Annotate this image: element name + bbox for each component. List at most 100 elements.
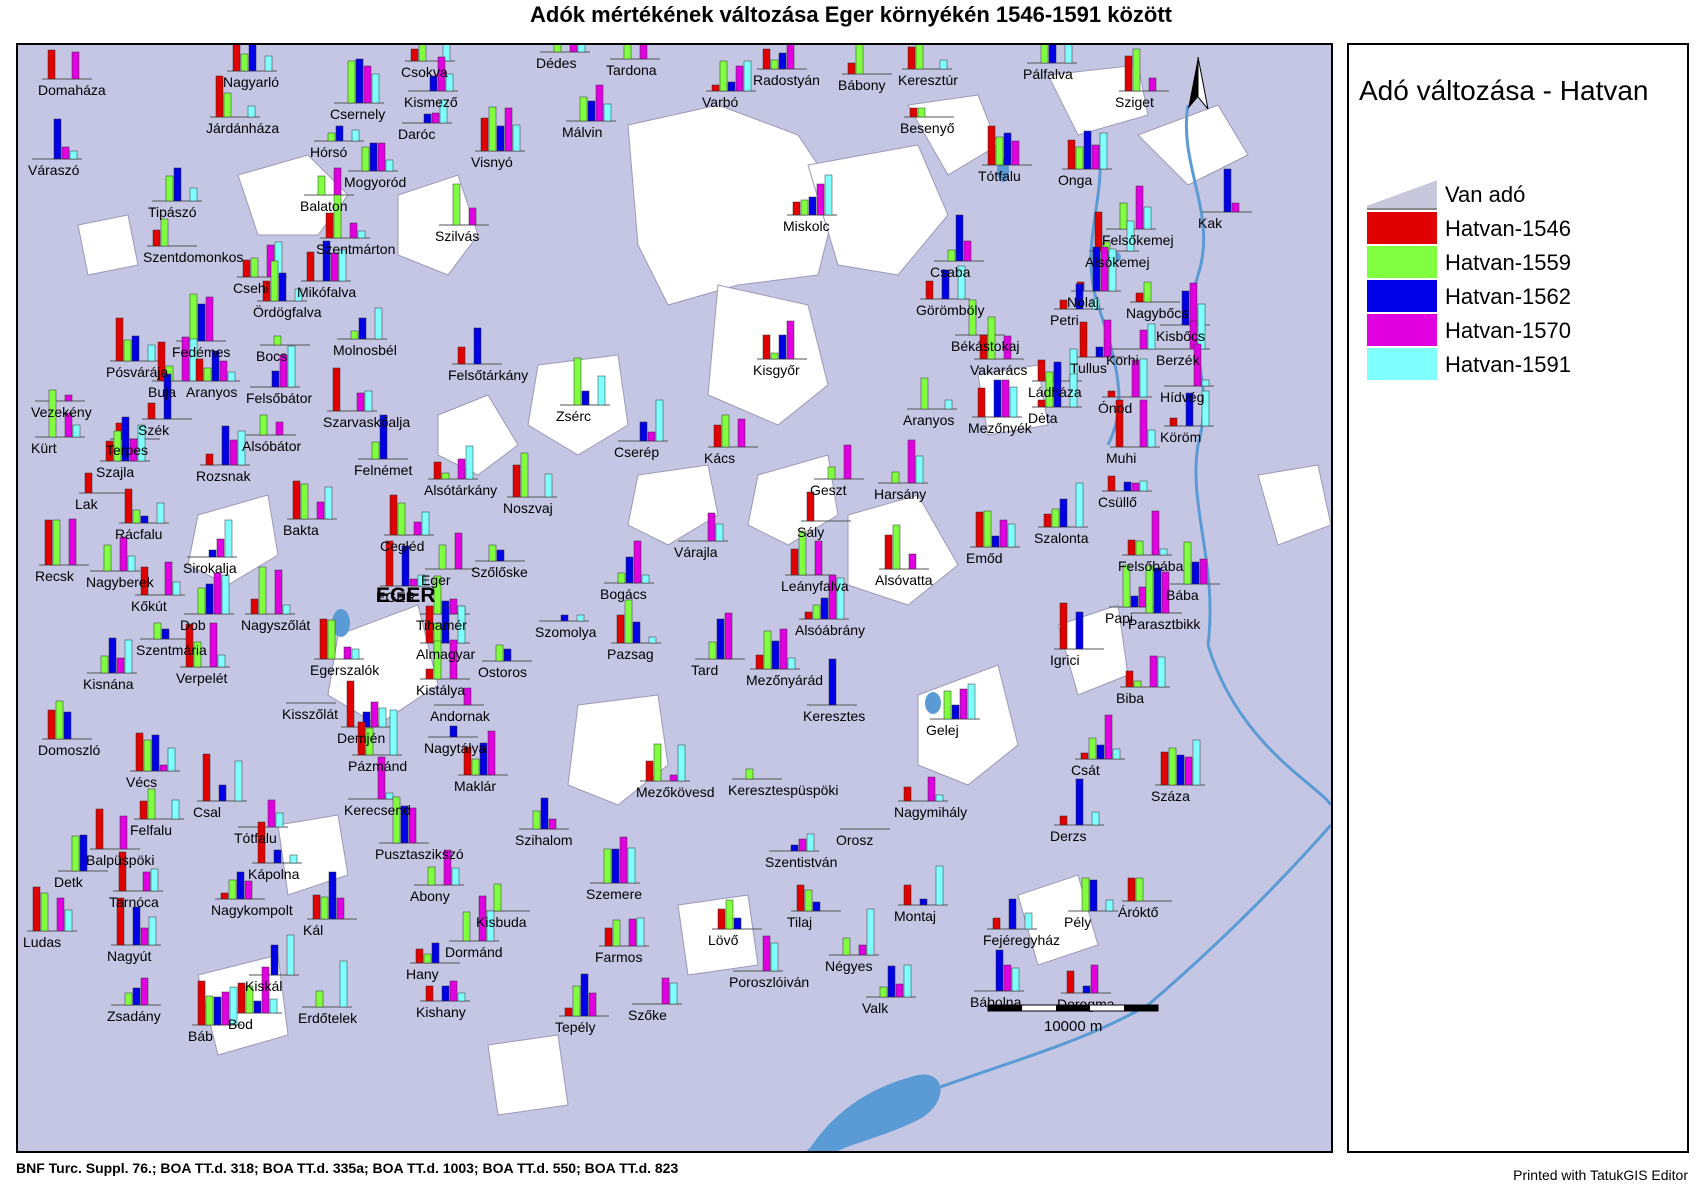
tax-bar	[271, 370, 280, 388]
tax-bar	[1135, 185, 1144, 230]
tax-bar	[1081, 877, 1090, 912]
place-label: Nagybőcs	[1126, 305, 1188, 321]
tax-bar	[320, 896, 329, 920]
place-label: Aranyos	[186, 384, 237, 400]
tax-bar	[669, 982, 678, 1005]
place-label: Terpes	[106, 442, 148, 458]
tax-bar	[347, 60, 356, 104]
tax-bar	[124, 488, 133, 524]
tax-bar	[790, 548, 799, 576]
tax-bar	[1103, 319, 1112, 358]
tax-bar	[939, 59, 948, 70]
map-canvas[interactable]: Domaháza Nagyarló Csokva Dédes Tardona Radost…	[18, 45, 1331, 1151]
tax-bar	[806, 491, 815, 522]
tax-bar	[64, 394, 73, 402]
tax-bar	[1001, 379, 1010, 418]
tax-bar	[532, 810, 541, 830]
place-label: Szarvaskőalja	[323, 414, 410, 430]
tax-bar	[53, 118, 62, 160]
tax-bar	[429, 75, 438, 92]
map-frame[interactable]: Domaháza Nagyarló Csokva Dédes Tardona Radost…	[16, 43, 1333, 1153]
tax-bar	[473, 327, 482, 365]
tax-bar	[389, 709, 398, 756]
place-label: Hórsó	[310, 144, 348, 160]
tax-bar	[790, 844, 799, 852]
place-label: Alsótárkány	[424, 482, 497, 498]
tax-bar	[1066, 970, 1075, 994]
tax-bar	[786, 45, 795, 70]
place-label: Muhi	[1106, 450, 1136, 466]
tax-bar	[1143, 281, 1152, 303]
tax-bar	[1003, 964, 1012, 992]
tax-bar	[1090, 964, 1099, 994]
place-label: Daróc	[398, 126, 435, 142]
place-label: Maklár	[454, 778, 496, 794]
tax-bar	[118, 851, 127, 892]
tax-bar	[999, 519, 1008, 548]
tax-bar	[1126, 220, 1135, 252]
place-label: Alsóbátor	[242, 438, 301, 454]
tax-bar	[580, 973, 589, 1017]
place-label: Szentmárton	[316, 241, 395, 257]
place-label: Kismező	[404, 94, 458, 110]
tax-bar	[153, 622, 162, 640]
tax-bar	[371, 73, 380, 104]
place-label: Tilaj	[787, 914, 812, 930]
place-label: Sály	[797, 524, 824, 540]
place-label: Mezőkövesd	[636, 784, 715, 800]
tax-bar	[221, 991, 230, 1026]
tax-bar	[343, 646, 352, 660]
place-label: Kál	[303, 922, 323, 938]
tax-bar	[1008, 898, 1017, 930]
tax-bar	[451, 867, 460, 886]
tax-bar	[808, 196, 817, 216]
tax-bar	[1201, 379, 1210, 387]
tax-bar	[968, 299, 977, 336]
place-label: Lövő	[708, 932, 739, 948]
tax-bar	[423, 953, 432, 964]
tax-bar	[941, 269, 950, 300]
tax-bar	[1133, 680, 1142, 688]
tax-bar	[113, 430, 122, 462]
tax-bar	[286, 934, 295, 976]
tax-bar	[1138, 586, 1147, 608]
place-label: Csernely	[330, 106, 385, 122]
tax-bar	[847, 62, 856, 75]
place-label: Mogyoród	[344, 174, 406, 190]
tax-bar	[463, 746, 472, 776]
tax-bar	[639, 421, 648, 442]
tax-bar	[604, 927, 613, 947]
tax-bar	[357, 721, 366, 756]
tax-bar	[804, 611, 813, 620]
tax-bar	[786, 320, 795, 360]
tax-bar	[425, 668, 434, 680]
tax-bar	[479, 742, 488, 776]
legend-swatch	[1367, 314, 1437, 346]
tax-bar	[1079, 321, 1088, 358]
place-label: Mezőnyárád	[746, 672, 823, 688]
place-label: Geszt	[810, 482, 847, 498]
tax-bar	[219, 360, 228, 382]
tax-bar	[115, 317, 124, 362]
tax-bar	[143, 739, 152, 772]
legend-label: Van adó	[1445, 182, 1526, 207]
tax-bar	[1183, 541, 1192, 585]
tax-bar	[639, 45, 648, 60]
tax-bar	[379, 414, 388, 460]
place-label: Szilvás	[435, 228, 479, 244]
place-label: Ördögfalva	[253, 303, 322, 320]
tax-bar	[827, 466, 836, 480]
tax-bar	[270, 260, 279, 302]
tax-bar	[350, 330, 359, 340]
place-label: Tótfalu	[978, 168, 1021, 184]
tax-bar	[987, 125, 996, 166]
tax-bar	[963, 240, 972, 262]
tax-bar	[733, 917, 742, 930]
tax-bar	[1223, 168, 1232, 213]
tax-bar	[763, 630, 772, 670]
city-label-eger: EGER	[376, 584, 436, 607]
place-label: Nagyberek	[86, 574, 155, 590]
tax-bar	[237, 982, 246, 1014]
place-label: Orosz	[836, 832, 873, 848]
tax-bar	[1193, 343, 1202, 387]
